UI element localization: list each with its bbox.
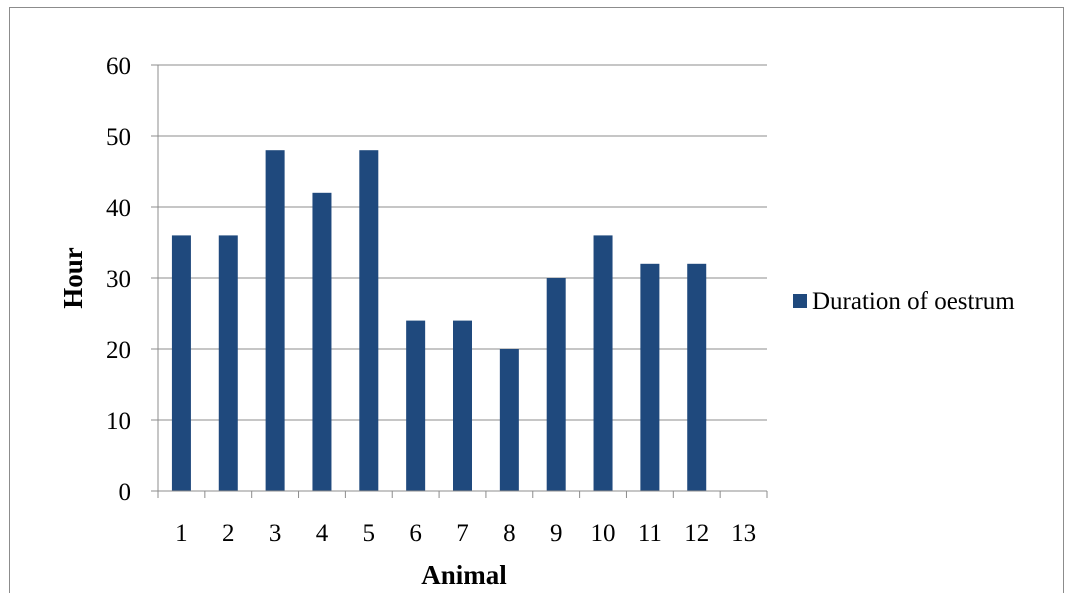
bar [687, 263, 707, 491]
legend-label: Duration of oestrum [812, 288, 1015, 315]
bar [546, 278, 566, 491]
bar [453, 320, 472, 491]
y-tick-label: 30 [106, 266, 131, 293]
x-tick-label: 1 [175, 520, 188, 547]
x-axis-title: Animal [421, 560, 507, 590]
x-tick-label: 5 [363, 520, 376, 547]
y-tick-labels: 0 10 20 30 40 50 60 [106, 53, 131, 506]
x-tick-label: 4 [316, 520, 329, 547]
x-tick-label: 3 [269, 520, 282, 547]
bar [265, 150, 285, 491]
y-tick-label: 50 [106, 124, 131, 151]
x-tick-label: 7 [456, 520, 469, 547]
bar [593, 235, 613, 491]
y-tick-label: 60 [106, 53, 131, 80]
x-tick-label: 9 [550, 520, 563, 547]
legend-swatch [793, 294, 807, 308]
y-tick-label: 10 [106, 408, 131, 435]
x-tick-labels: 1 2 3 4 5 6 7 8 9 10 11 12 13 [175, 520, 756, 547]
x-tick-label: 11 [638, 520, 662, 547]
axes [151, 64, 768, 498]
y-tick-label: 40 [106, 195, 131, 222]
bar [499, 349, 519, 491]
x-tick-label: 6 [409, 520, 422, 547]
x-tick-label: 13 [731, 520, 756, 547]
x-tick-label: 10 [591, 520, 616, 547]
x-tick-label: 8 [503, 520, 516, 547]
bar [359, 150, 379, 491]
bar [406, 320, 426, 491]
bar [312, 192, 332, 492]
y-tick-label: 0 [119, 479, 132, 506]
y-tick-label: 20 [106, 337, 131, 364]
bar [218, 235, 238, 491]
legend: Duration of oestrum [793, 288, 1015, 315]
bars [171, 150, 707, 492]
bar [171, 235, 191, 491]
y-axis-title: Hour [58, 247, 88, 309]
x-tick-label: 2 [222, 520, 235, 547]
x-tick-label: 12 [684, 520, 709, 547]
bar [640, 263, 660, 491]
